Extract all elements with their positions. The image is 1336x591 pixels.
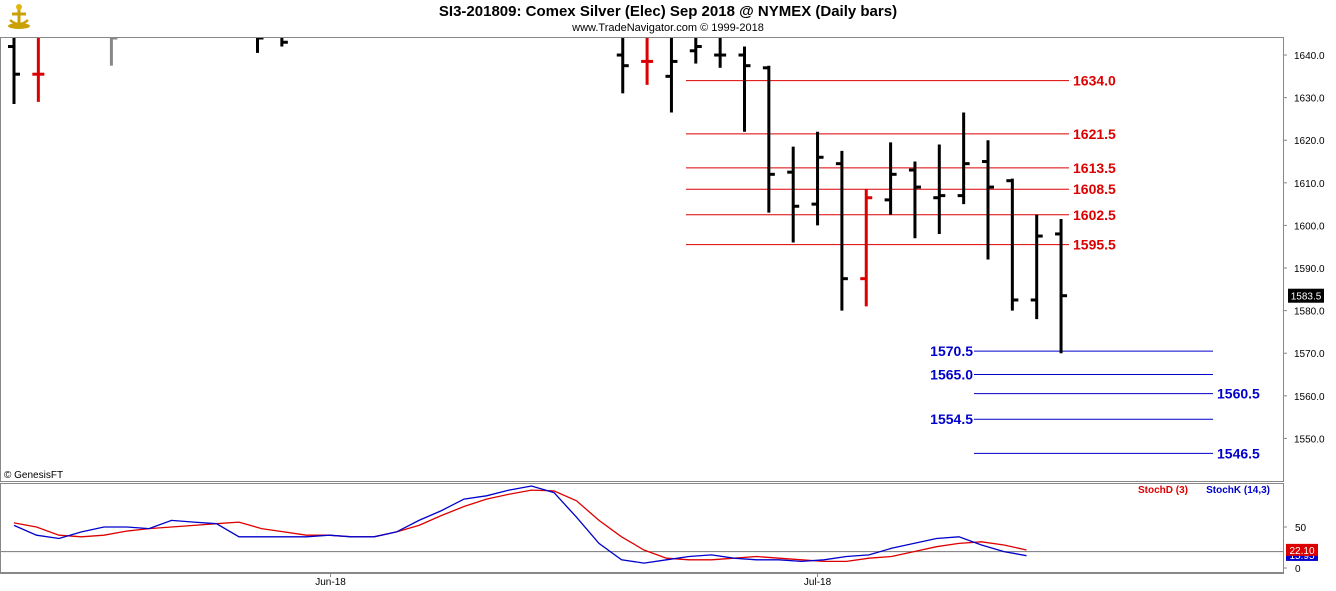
ohlc-bars [8,0,1068,354]
stochastic-pane[interactable] [0,483,1284,573]
price-tick-label: 1570.0 [1294,349,1325,360]
resistance-label: 1602.5 [1073,207,1116,223]
ohlc-bar[interactable] [665,38,678,113]
resistance-label: 1608.5 [1073,181,1116,197]
resistance-label: 1621.5 [1073,126,1116,142]
ohlc-bar[interactable] [884,142,897,215]
ohlc-bar[interactable] [1006,178,1019,311]
ohlc-bar[interactable] [860,189,873,307]
ohlc-bar[interactable] [1055,219,1068,354]
ohlc-bar[interactable] [276,12,288,47]
ohlc-bar[interactable] [762,65,775,213]
trade-navigator-logo-icon [4,2,34,32]
price-tick-label: 1560.0 [1294,392,1325,403]
ohlc-bar[interactable] [154,12,166,29]
resistance-label: 1613.5 [1073,160,1116,176]
ohlc-bar[interactable] [933,144,946,234]
last-price-label: 1583.5 [1291,292,1322,303]
price-tick-label: 1640.0 [1294,51,1325,62]
ohlc-bar[interactable] [252,12,264,53]
support-label: 1565.0 [930,367,973,383]
ohlc-bar[interactable] [616,21,629,94]
ohlc-bar[interactable] [105,21,118,66]
ohlc-bar[interactable] [787,146,800,243]
ohlc-bar[interactable] [738,46,751,132]
stoch-tick-label: 50 [1295,523,1307,534]
genesis-credit: © GenesisFT [4,470,63,481]
support-label: 1554.5 [930,411,973,427]
stochk-last-label: 15.95 [1289,551,1314,562]
price-tick-label: 1590.0 [1294,264,1325,275]
ohlc-bar[interactable] [32,0,45,102]
support-label: 1570.5 [930,343,973,359]
ohlc-bar[interactable] [811,131,824,226]
resistance-label: 1634.0 [1073,73,1116,89]
ohlc-bar[interactable] [689,29,702,64]
chart-subtitle: www.TradeNavigator.com © 1999-2018 [572,22,764,34]
price-tick-label: 1580.0 [1294,307,1325,318]
last-price-badge [1288,288,1324,303]
price-tick-label: 1610.0 [1294,179,1325,190]
ohlc-bar[interactable] [835,150,848,311]
stoch-tick-label: 0 [1295,564,1301,575]
stoch-series-line[interactable] [13,489,1027,563]
chart-title: SI3-201809: Comex Silver (Elec) Sep 2018… [438,3,898,20]
date-tick-label: Jun-18 [315,577,346,588]
ohlc-bar[interactable] [982,140,994,260]
stochd-last-label: 22.10 [1289,546,1314,557]
ohlc-bar[interactable] [908,161,921,239]
resistance-label: 1595.5 [1073,237,1116,253]
ohlc-bar[interactable] [714,29,727,68]
stochk-legend: StochK (14,3) [1206,485,1270,496]
support-label: 1546.5 [1217,445,1260,461]
price-tick-label: 1620.0 [1294,136,1325,147]
price-tick-label: 1630.0 [1294,94,1325,105]
support-label: 1560.5 [1217,386,1260,402]
price-tick-label: 1600.0 [1294,221,1325,232]
ohlc-bar[interactable] [8,4,20,105]
stoch-series-line[interactable] [13,485,1027,564]
price-tick-label: 1550.0 [1294,434,1325,445]
ohlc-bar[interactable] [1030,214,1043,320]
price-pane[interactable] [0,37,1284,482]
ohlc-bar[interactable] [641,38,654,85]
date-tick-label: Jul-18 [804,577,832,588]
ohlc-bar[interactable] [957,112,970,205]
stochd-legend: StochD (3) [1138,485,1188,496]
stochd-last-badge [1286,543,1318,556]
